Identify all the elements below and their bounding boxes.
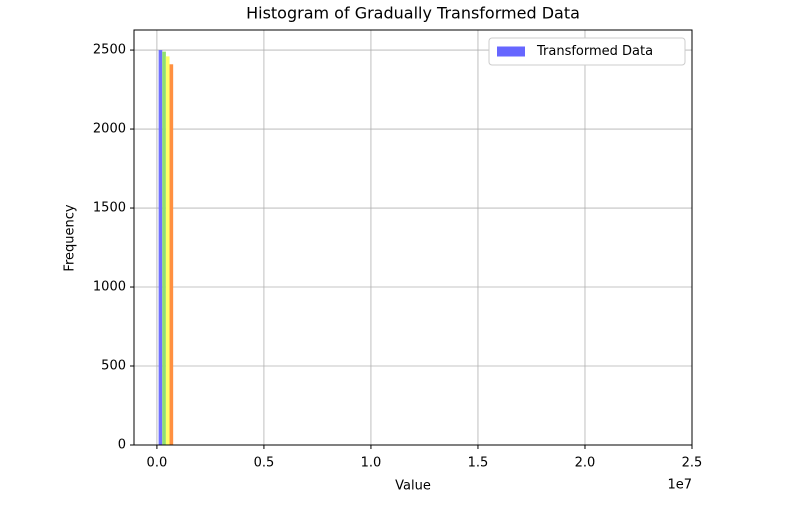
legend-label: Transformed Data (536, 44, 653, 59)
x-tick-label: 2.5 (682, 456, 703, 471)
bar (162, 51, 166, 446)
bar (158, 50, 163, 446)
x-tick-label: 1.5 (468, 456, 489, 471)
chart-title: Histogram of Gradually Transformed Data (246, 4, 580, 23)
legend-swatch (497, 46, 525, 57)
x-tick-label: 0.0 (147, 456, 168, 471)
x-axis-label: Value (395, 479, 431, 494)
y-axis-label: Frequency (63, 204, 78, 271)
y-tick-label: 1500 (93, 201, 126, 216)
plot-frame (133, 29, 693, 446)
x-tick-label: 0.5 (254, 456, 275, 471)
legend-box (488, 37, 686, 66)
y-tick-label: 500 (101, 359, 126, 374)
y-tick-label: 0 (118, 438, 126, 453)
x-offset-label: 1e7 (667, 478, 692, 493)
x-tick-label: 2.0 (575, 456, 596, 471)
x-tick-label: 1.0 (361, 456, 382, 471)
y-tick-label: 1000 (93, 280, 126, 295)
bar (165, 56, 170, 445)
y-tick-label: 2500 (93, 43, 126, 58)
y-tick-label: 2000 (93, 122, 126, 137)
bar (169, 64, 174, 445)
